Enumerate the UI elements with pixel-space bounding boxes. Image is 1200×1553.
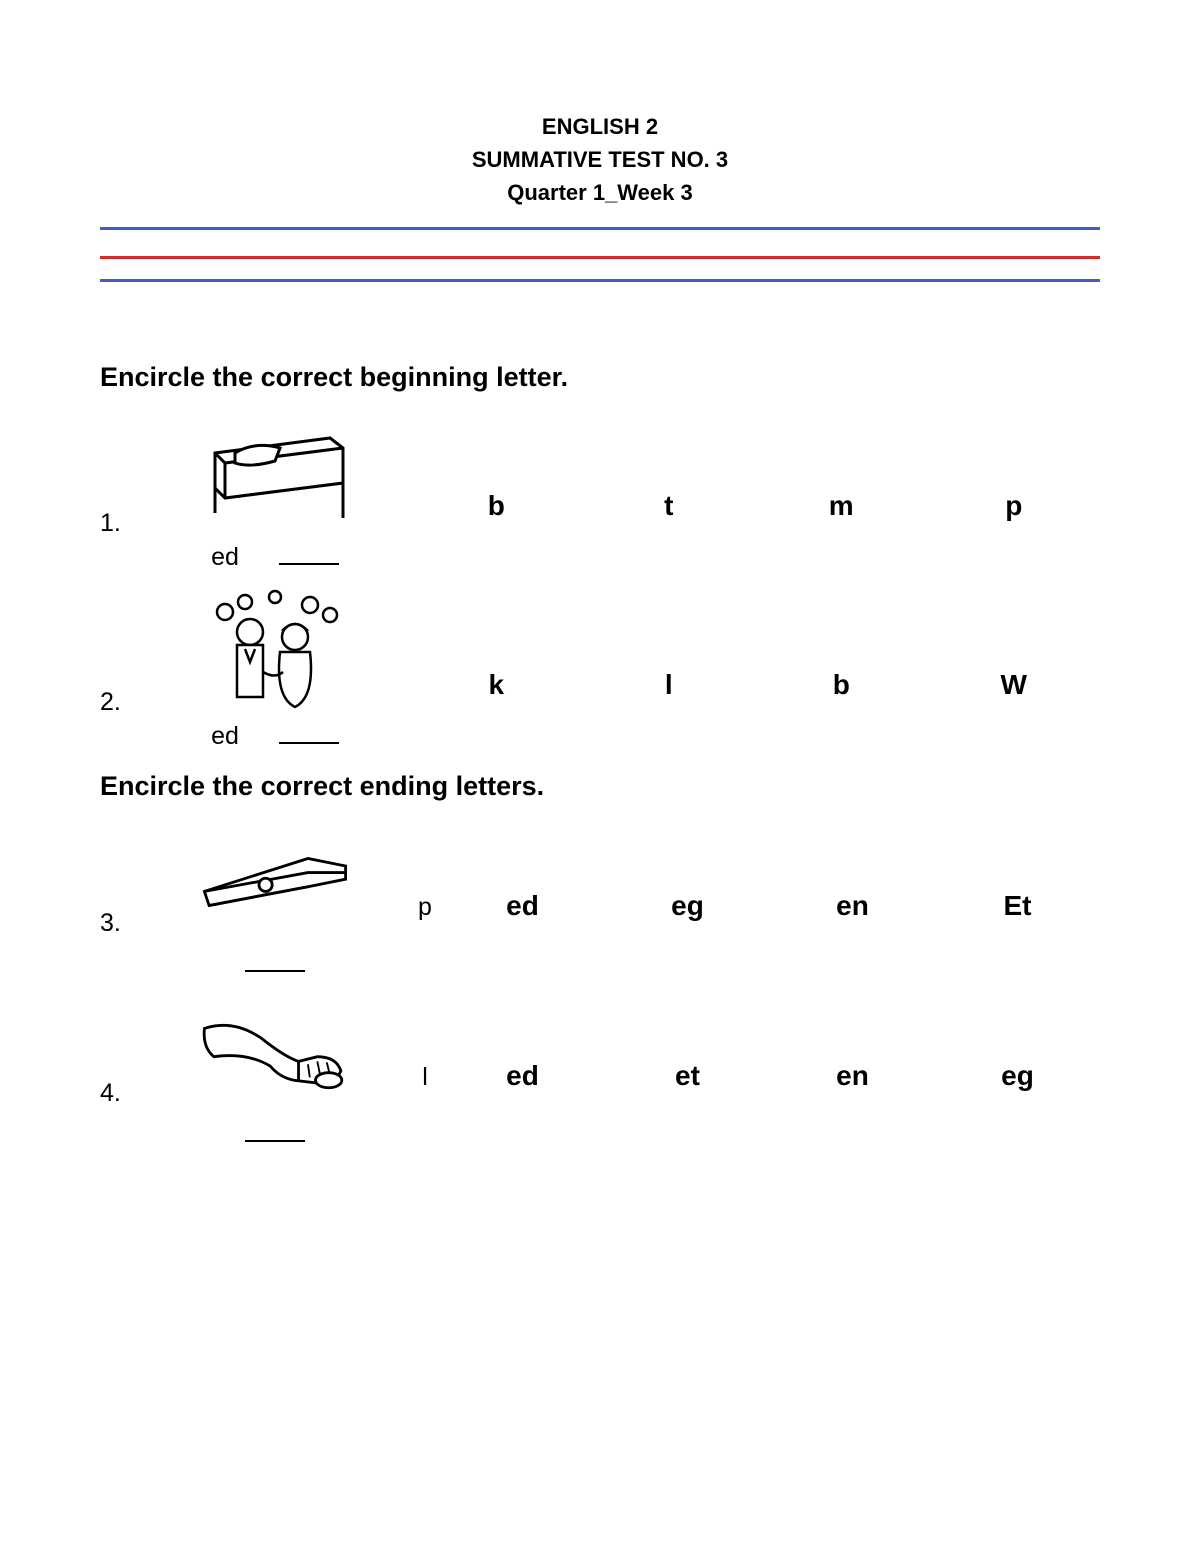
q3-number: 3. bbox=[100, 909, 140, 972]
rule-blue-bottom bbox=[100, 279, 1100, 282]
q2-opt-d[interactable]: W bbox=[984, 669, 1044, 701]
q2-options: k l b W bbox=[410, 669, 1100, 751]
q1-opt-d[interactable]: p bbox=[984, 490, 1044, 522]
q2-opt-a[interactable]: k bbox=[466, 669, 526, 701]
q4-number: 4. bbox=[100, 1079, 140, 1142]
q2-opt-b[interactable]: l bbox=[639, 669, 699, 701]
q4-block bbox=[140, 992, 410, 1142]
clothespin-icon bbox=[195, 822, 355, 942]
q3-prefix: p bbox=[410, 893, 440, 972]
q1-options: b t m p bbox=[410, 490, 1100, 572]
q4-prefix: l bbox=[410, 1063, 440, 1142]
q4-opt-c[interactable]: en bbox=[823, 1060, 883, 1092]
q4-opt-a[interactable]: ed bbox=[493, 1060, 553, 1092]
q4-opt-d[interactable]: eg bbox=[988, 1060, 1048, 1092]
q3-opt-d[interactable]: Et bbox=[988, 890, 1048, 922]
q4-hint bbox=[245, 1122, 305, 1142]
q1-opt-a[interactable]: b bbox=[466, 490, 526, 522]
q4-opt-b[interactable]: et bbox=[658, 1060, 718, 1092]
q1-number: 1. bbox=[100, 509, 140, 572]
q1-suffix: ed bbox=[211, 543, 239, 572]
q1-opt-b[interactable]: t bbox=[639, 490, 699, 522]
question-1: 1. ed b t m p bbox=[100, 413, 1100, 572]
worksheet-header: ENGLISH 2 SUMMATIVE TEST NO. 3 Quarter 1… bbox=[100, 110, 1100, 209]
q2-number: 2. bbox=[100, 688, 140, 751]
q3-block bbox=[140, 822, 410, 972]
question-3: 3. p ed eg en Et bbox=[100, 822, 1100, 972]
q3-hint bbox=[245, 952, 305, 972]
rule-red-middle bbox=[100, 256, 1100, 259]
q2-blank bbox=[279, 724, 339, 744]
q1-blank bbox=[279, 545, 339, 565]
bed-icon bbox=[195, 413, 355, 533]
q3-blank bbox=[245, 952, 305, 972]
section2-heading: Encircle the correct ending letters. bbox=[100, 771, 1100, 802]
q1-block: ed bbox=[140, 413, 410, 572]
header-line-2: SUMMATIVE TEST NO. 3 bbox=[100, 143, 1100, 176]
q1-hint: ed bbox=[211, 543, 339, 572]
q4-blank bbox=[245, 1122, 305, 1142]
q2-opt-c[interactable]: b bbox=[811, 669, 871, 701]
leg-icon bbox=[195, 992, 355, 1112]
section1-heading: Encircle the correct beginning letter. bbox=[100, 362, 1100, 393]
q3-options: ed eg en Et bbox=[440, 890, 1100, 972]
question-4: 4. l ed et en eg bbox=[100, 992, 1100, 1142]
question-2: 2. ed bbox=[100, 592, 1100, 751]
header-line-1: ENGLISH 2 bbox=[100, 110, 1100, 143]
q3-opt-c[interactable]: en bbox=[823, 890, 883, 922]
q2-hint: ed bbox=[211, 722, 339, 751]
rule-blue-top bbox=[100, 227, 1100, 230]
header-rules bbox=[100, 227, 1100, 282]
q1-opt-c[interactable]: m bbox=[811, 490, 871, 522]
q3-opt-a[interactable]: ed bbox=[493, 890, 553, 922]
wedding-icon bbox=[195, 592, 355, 712]
header-line-3: Quarter 1_Week 3 bbox=[100, 176, 1100, 209]
q3-opt-b[interactable]: eg bbox=[658, 890, 718, 922]
q2-block: ed bbox=[140, 592, 410, 751]
q4-options: ed et en eg bbox=[440, 1060, 1100, 1142]
q2-suffix: ed bbox=[211, 722, 239, 751]
